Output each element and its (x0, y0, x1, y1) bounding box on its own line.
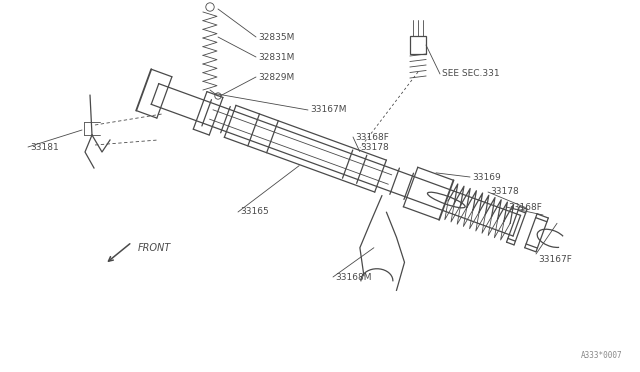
Text: FRONT: FRONT (138, 243, 172, 253)
Text: SEE SEC.331: SEE SEC.331 (442, 70, 500, 78)
Text: 33168F: 33168F (508, 202, 542, 212)
Text: 33181: 33181 (30, 142, 59, 151)
Text: 33167M: 33167M (310, 106, 346, 115)
Text: 33165: 33165 (240, 208, 269, 217)
Text: 33167F: 33167F (538, 256, 572, 264)
Text: 32829M: 32829M (258, 73, 294, 81)
Text: 32835M: 32835M (258, 32, 294, 42)
Text: A333*0007: A333*0007 (580, 351, 622, 360)
Text: 32831M: 32831M (258, 52, 294, 61)
Text: 33168F: 33168F (355, 132, 389, 141)
Text: 33169: 33169 (472, 173, 500, 182)
Text: 33168M: 33168M (335, 273, 371, 282)
Text: 33178: 33178 (490, 187, 519, 196)
Bar (410, 36, 426, 54)
Text: 33178: 33178 (360, 144, 388, 153)
